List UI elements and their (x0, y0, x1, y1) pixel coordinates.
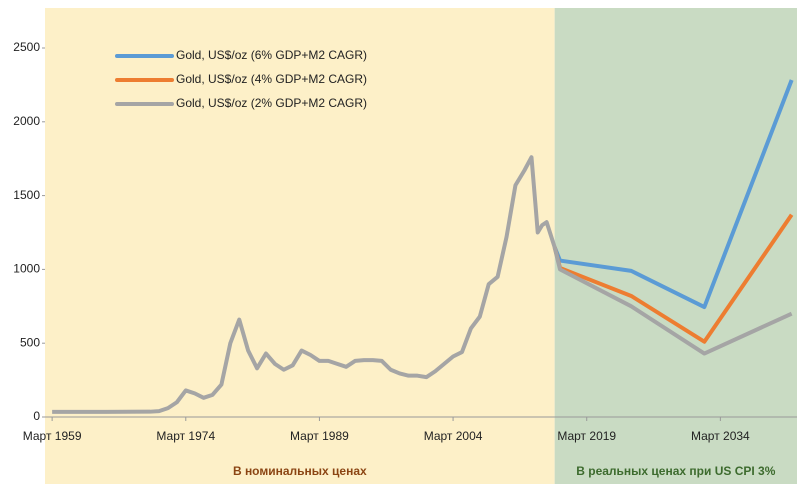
y-tick-label: 0 (33, 409, 40, 423)
y-tick-label: 500 (20, 335, 40, 349)
legend-label: Gold, US$/oz (2% GDP+M2 CAGR) (176, 96, 367, 110)
region-label: В номинальных ценах (233, 464, 367, 478)
region-label: В реальных ценах при US CPI 3% (576, 464, 775, 478)
y-tick-label: 2000 (13, 114, 40, 128)
x-tick-label: Март 2019 (557, 429, 616, 443)
y-tick-label: 2500 (13, 40, 40, 54)
region-band (45, 8, 555, 484)
y-tick-label: 1500 (13, 188, 40, 202)
region-band (554, 8, 797, 484)
y-tick-label: 1000 (13, 262, 40, 276)
x-tick-label: Март 1974 (156, 429, 215, 443)
x-tick-label: Март 1959 (23, 429, 82, 443)
x-tick-label: Март 2004 (424, 429, 483, 443)
legend-label: Gold, US$/oz (6% GDP+M2 CAGR) (176, 48, 367, 62)
x-tick-label: Март 2034 (691, 429, 750, 443)
legend-label: Gold, US$/oz (4% GDP+M2 CAGR) (176, 72, 367, 86)
x-tick-label: Март 1989 (290, 429, 349, 443)
series-line (52, 155, 793, 414)
